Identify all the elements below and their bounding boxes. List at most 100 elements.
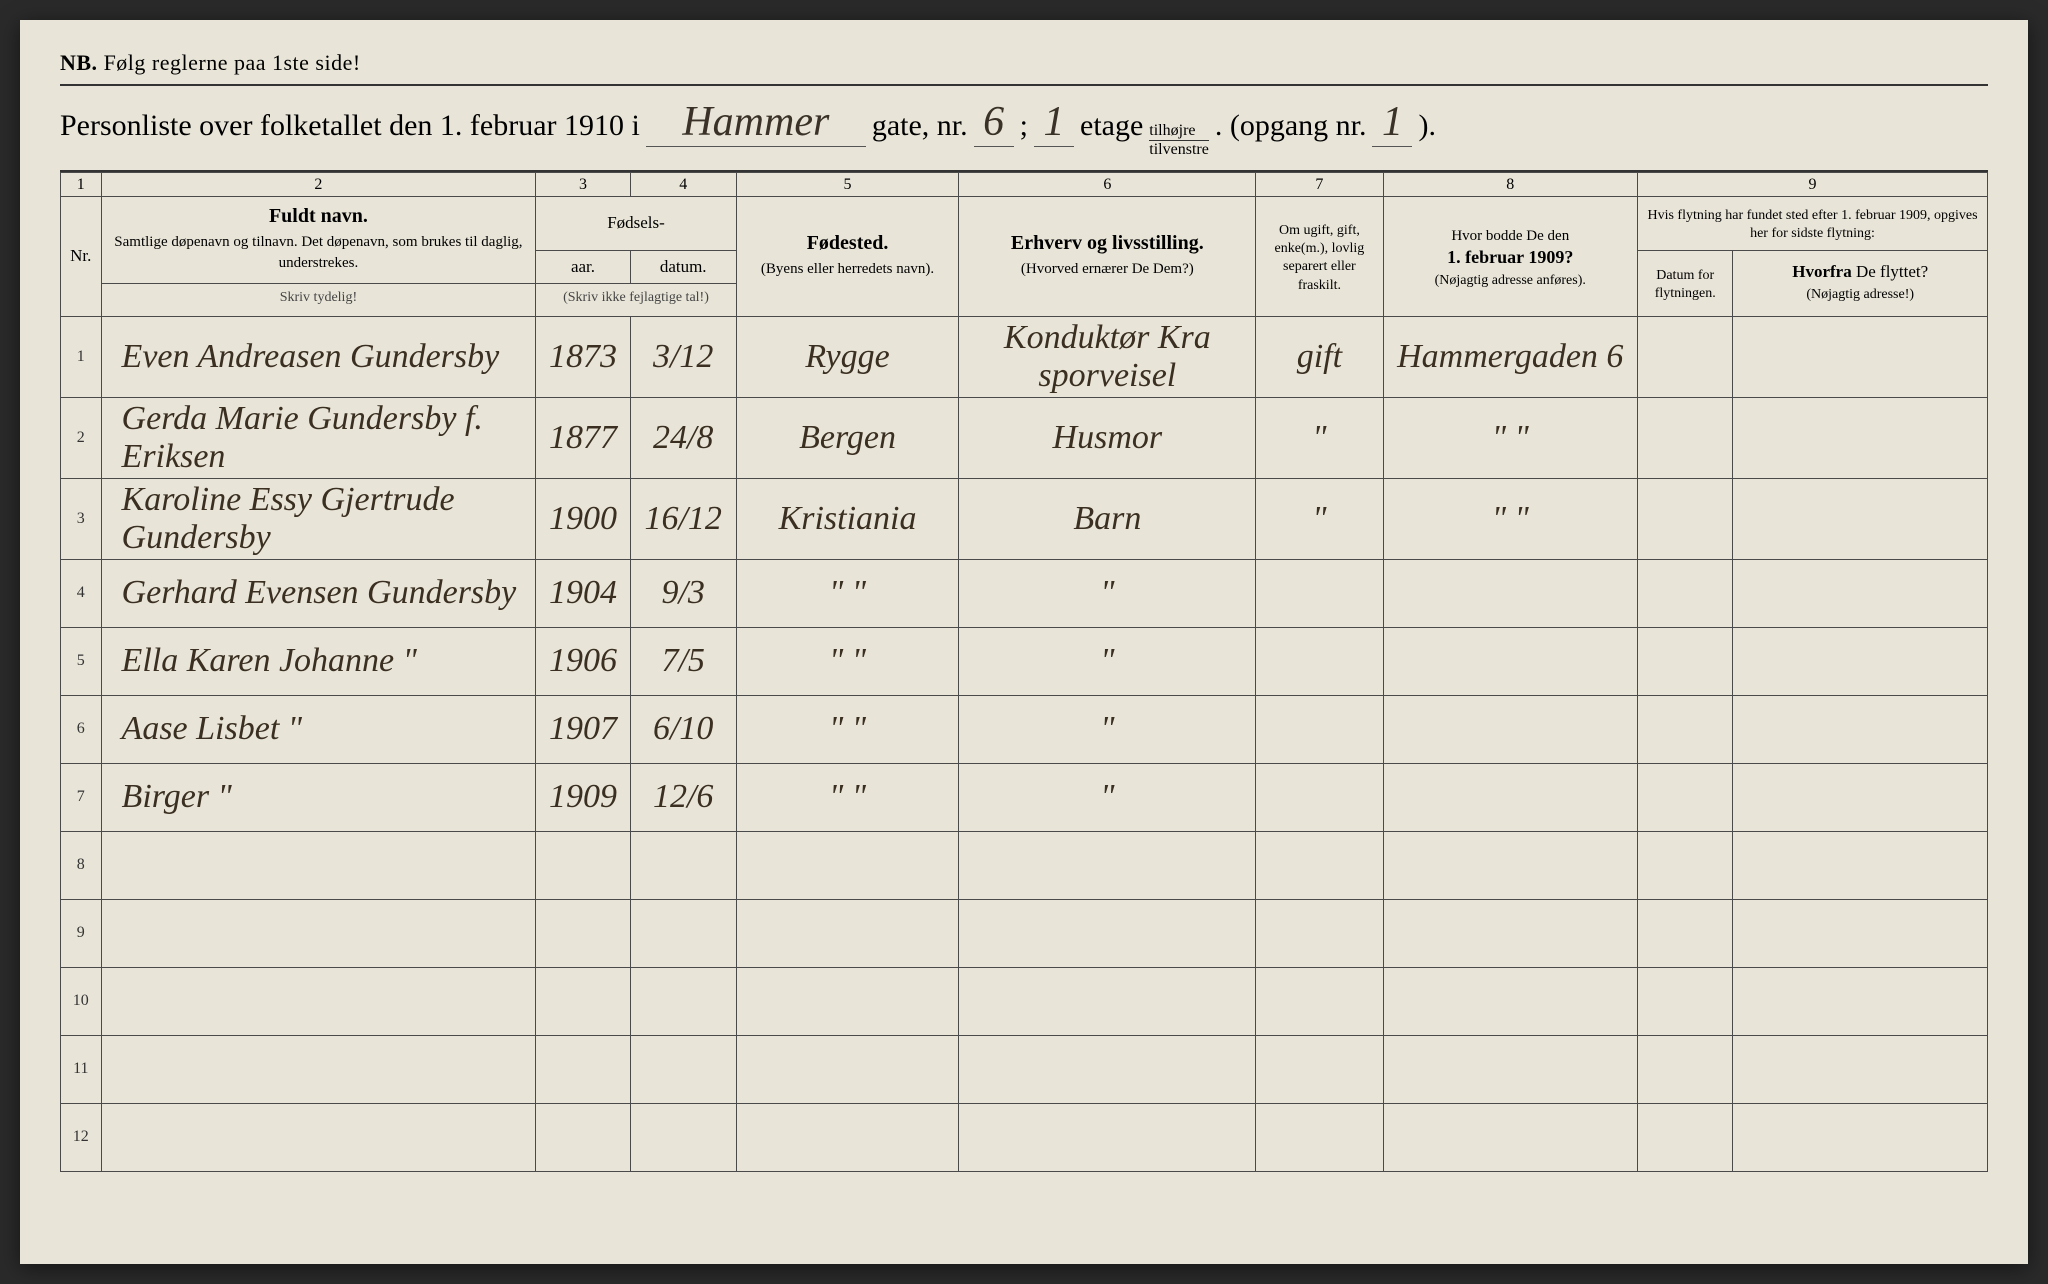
cell-occupation: " bbox=[959, 627, 1256, 695]
birth-instruction: (Skriv ikke fejlagtige tal!) bbox=[544, 290, 727, 310]
cell-prev-address bbox=[1383, 967, 1637, 1035]
cell-birthplace bbox=[736, 1035, 959, 1103]
etage-number: 1 bbox=[1034, 98, 1074, 147]
colnum-7: 7 bbox=[1256, 173, 1383, 197]
cell-year: 1904 bbox=[536, 559, 630, 627]
cell-birthplace: Kristiania bbox=[736, 478, 959, 559]
cell-name: Aase Lisbet " bbox=[101, 695, 536, 763]
cell-marital bbox=[1256, 763, 1383, 831]
cell-year bbox=[536, 967, 630, 1035]
col-year: aar. bbox=[536, 250, 630, 283]
etage-label: etage bbox=[1080, 109, 1143, 143]
cell-prev-address bbox=[1383, 1103, 1637, 1171]
cell-birthplace: Bergen bbox=[736, 397, 959, 478]
cell-date: 9/3 bbox=[630, 559, 736, 627]
separator: ; bbox=[1020, 109, 1028, 143]
cell-move-from bbox=[1733, 899, 1988, 967]
cell-marital bbox=[1256, 831, 1383, 899]
cell-prev-address bbox=[1383, 899, 1637, 967]
cell-occupation bbox=[959, 899, 1256, 967]
row-number: 10 bbox=[61, 967, 102, 1035]
cell-year bbox=[536, 831, 630, 899]
colnum-4: 4 bbox=[630, 173, 736, 197]
cell-occupation: Konduktør Kra sporveisel bbox=[959, 316, 1256, 397]
col-prev-top: Hvor bodde De den bbox=[1392, 226, 1629, 247]
cell-name: Gerda Marie Gundersby f. Eriksen bbox=[101, 397, 536, 478]
row-number: 7 bbox=[61, 763, 102, 831]
cell-marital bbox=[1256, 559, 1383, 627]
table-head: 1 2 3 4 5 6 7 8 9 Nr. Fuldt navn. Samtli… bbox=[61, 173, 1988, 316]
cell-occupation bbox=[959, 831, 1256, 899]
cell-year: 1907 bbox=[536, 695, 630, 763]
cell-year: 1900 bbox=[536, 478, 630, 559]
col-prev-address: Hvor bodde De den 1. februar 1909? (Nøja… bbox=[1383, 197, 1637, 316]
cell-occupation bbox=[959, 1103, 1256, 1171]
cell-occupation: " bbox=[959, 559, 1256, 627]
cell-year: 1906 bbox=[536, 627, 630, 695]
cell-move-from bbox=[1733, 763, 1988, 831]
cell-occupation: Barn bbox=[959, 478, 1256, 559]
cell-name bbox=[101, 1035, 536, 1103]
col-name: Fuldt navn. Samtlige døpenavn og tilnavn… bbox=[101, 197, 536, 283]
cell-birthplace bbox=[736, 1103, 959, 1171]
cell-move-date bbox=[1638, 478, 1733, 559]
cell-date: 6/10 bbox=[630, 695, 736, 763]
cell-marital bbox=[1256, 967, 1383, 1035]
cell-occupation: Husmor bbox=[959, 397, 1256, 478]
col-marital: Om ugift, gift, enke(m.), lovlig separer… bbox=[1256, 197, 1383, 316]
cell-birthplace bbox=[736, 967, 959, 1035]
cell-date bbox=[630, 1035, 736, 1103]
census-table: 1 2 3 4 5 6 7 8 9 Nr. Fuldt navn. Samtli… bbox=[60, 172, 1988, 1171]
col-birth-group: Fødsels- bbox=[536, 197, 736, 250]
opgang-number: 1 bbox=[1372, 98, 1412, 147]
cell-marital bbox=[1256, 1035, 1383, 1103]
cell-move-from bbox=[1733, 695, 1988, 763]
table-row: 2Gerda Marie Gundersby f. Eriksen187724/… bbox=[61, 397, 1988, 478]
cell-name bbox=[101, 831, 536, 899]
row-number: 2 bbox=[61, 397, 102, 478]
col-nr: Nr. bbox=[61, 197, 102, 316]
col-name-small: Samtlige døpenavn og tilnavn. Det døpena… bbox=[110, 232, 528, 274]
cell-date: 16/12 bbox=[630, 478, 736, 559]
colnum-row: 1 2 3 4 5 6 7 8 9 bbox=[61, 173, 1988, 197]
table-row: 4Gerhard Evensen Gundersby19049/3" "" bbox=[61, 559, 1988, 627]
cell-marital: " bbox=[1256, 478, 1383, 559]
row-number: 3 bbox=[61, 478, 102, 559]
cell-birthplace bbox=[736, 831, 959, 899]
col-birth-instr: (Skriv ikke fejlagtige tal!) bbox=[536, 283, 736, 316]
cell-move-from bbox=[1733, 1035, 1988, 1103]
street-handwritten: Hammer bbox=[646, 98, 866, 147]
col-movefrom-rest: De flyttet? bbox=[1852, 262, 1928, 281]
gate-number: 6 bbox=[974, 98, 1014, 147]
cell-marital: " bbox=[1256, 397, 1383, 478]
cell-prev-address bbox=[1383, 559, 1637, 627]
cell-move-from bbox=[1733, 478, 1988, 559]
col-prev-bold: 1. februar 1909? bbox=[1447, 247, 1573, 267]
cell-move-date bbox=[1638, 559, 1733, 627]
col-move-group: Hvis flytning har fundet sted efter 1. f… bbox=[1638, 197, 1988, 250]
cell-name: Ella Karen Johanne " bbox=[101, 627, 536, 695]
col-name-bold: Fuldt navn. bbox=[269, 205, 368, 227]
cell-marital bbox=[1256, 899, 1383, 967]
col-move-date: Datum for flytningen. bbox=[1638, 250, 1733, 316]
cell-date: 7/5 bbox=[630, 627, 736, 695]
colnum-8: 8 bbox=[1383, 173, 1637, 197]
cell-prev-address bbox=[1383, 831, 1637, 899]
cell-date: 24/8 bbox=[630, 397, 736, 478]
row-number: 9 bbox=[61, 899, 102, 967]
table-row: 1Even Andreasen Gundersby18733/12RyggeKo… bbox=[61, 316, 1988, 397]
cell-occupation bbox=[959, 1035, 1256, 1103]
colnum-1: 1 bbox=[61, 173, 102, 197]
col-move-text: Hvis flytning har fundet sted efter 1. f… bbox=[1646, 207, 1979, 243]
cell-occupation: " bbox=[959, 695, 1256, 763]
cell-year bbox=[536, 1035, 630, 1103]
cell-year: 1873 bbox=[536, 316, 630, 397]
cell-name: Gerhard Evensen Gundersby bbox=[101, 559, 536, 627]
row-number: 12 bbox=[61, 1103, 102, 1171]
nb-label: NB. bbox=[60, 50, 98, 75]
cell-birthplace: " " bbox=[736, 763, 959, 831]
colnum-5: 5 bbox=[736, 173, 959, 197]
cell-prev-address: " " bbox=[1383, 478, 1637, 559]
col-marital-text: Om ugift, gift, enke(m.), lovlig separer… bbox=[1264, 222, 1374, 295]
cell-prev-address: Hammergaden 6 bbox=[1383, 316, 1637, 397]
